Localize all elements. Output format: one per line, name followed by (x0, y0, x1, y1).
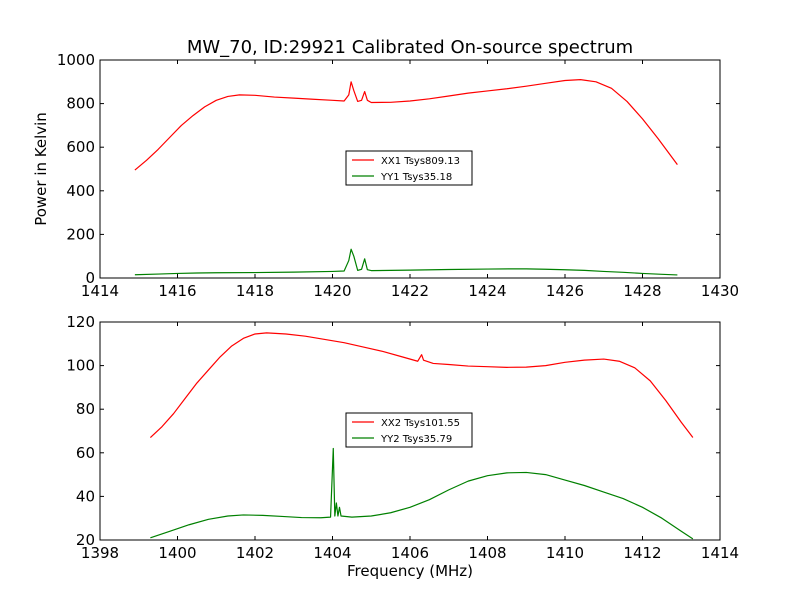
y-tick-label: 800 (66, 95, 95, 113)
y-tick-label: 60 (76, 444, 95, 462)
y-tick-label: 20 (76, 531, 95, 549)
x-tick-label: 1424 (468, 282, 506, 300)
y-tick-label: 40 (76, 487, 95, 505)
y-tick-label: 400 (66, 182, 95, 200)
x-tick-label: 1412 (623, 544, 661, 562)
legend-label: YY2 Tsys35.79 (380, 434, 452, 445)
y-tick-label: 1000 (57, 51, 95, 69)
series-line-1 (149, 332, 694, 438)
panel-1: 1414 1416 1418 1420 1422 1424 1426 1428 1430 0 200… (32, 51, 739, 300)
x-axis-label: Frequency (MHz) (347, 562, 473, 580)
legend-label: XX2 Tsys101.55 (381, 418, 460, 429)
y-tick-label: 120 (66, 313, 95, 331)
x-tick-label: 1418 (236, 282, 274, 300)
x-tick-label: 1402 (236, 544, 274, 562)
y-tick-label: 80 (76, 400, 95, 418)
x-tick-label: 1416 (158, 282, 196, 300)
x-tick-label: 1428 (623, 282, 661, 300)
x-tick-label: 1414 (701, 544, 739, 562)
y-tick-label: 600 (66, 138, 95, 156)
chart-title: MW_70, ID:29921 Calibrated On-source spe… (187, 37, 633, 58)
x-tick-label: 1426 (546, 282, 584, 300)
legend: XX2 Tsys101.55 YY2 Tsys35.79 (345, 412, 473, 448)
series-line-1 (134, 79, 678, 171)
legend-box (345, 150, 473, 186)
y-tick-label: 0 (85, 269, 95, 287)
x-tick-label: 1408 (468, 544, 506, 562)
panel-2: 1398 1400 1402 1404 1406 1408 1410 1412 1414 20 40… (66, 313, 739, 580)
y-tick-label: 100 (66, 357, 95, 375)
series-line-2 (134, 248, 678, 276)
x-tick-label: 1422 (391, 282, 429, 300)
x-tick-label: 1414 (81, 282, 119, 300)
x-tick-label: 1410 (546, 544, 584, 562)
x-tick-label: 1406 (391, 544, 429, 562)
legend-box (345, 412, 473, 448)
legend: XX1 Tsys809.13 YY1 Tsys35.18 (345, 150, 473, 186)
x-tick-label: 1420 (313, 282, 351, 300)
x-tick-label: 1398 (81, 544, 119, 562)
x-tick-label: 1430 (701, 282, 739, 300)
x-tick-label: 1404 (313, 544, 351, 562)
y-tick-label: 200 (66, 225, 95, 243)
y-axis-label: Power in Kelvin (32, 112, 50, 226)
legend-label: XX1 Tsys809.13 (381, 156, 460, 167)
legend-label: YY1 Tsys35.18 (380, 172, 452, 183)
x-tick-label: 1400 (158, 544, 196, 562)
series-line-2 (150, 447, 694, 540)
